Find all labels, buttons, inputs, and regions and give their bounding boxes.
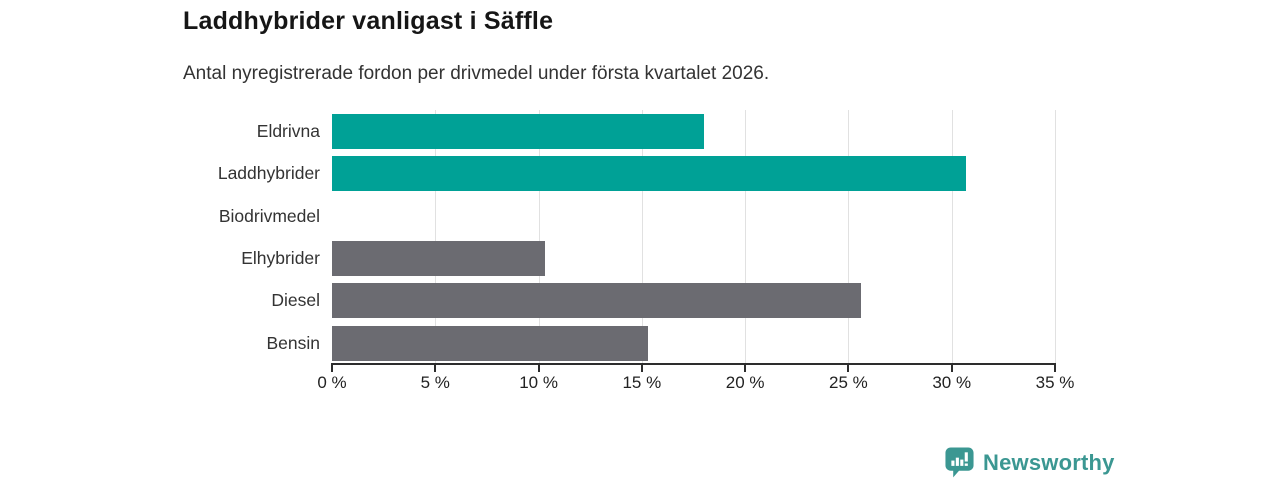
bar-laddhybrider (332, 156, 967, 192)
x-tick-label-10: 10 % (519, 373, 558, 392)
chart-title: Laddhybrider vanligast i Säffle (183, 7, 554, 35)
x-tick-5 (434, 363, 437, 372)
gridline-35 (1055, 110, 1056, 364)
x-tick-label-15: 15 % (622, 373, 662, 392)
x-tick-label-20: 20 % (725, 373, 765, 392)
gridline-20 (745, 110, 747, 364)
category-label-bensin: Bensin (266, 332, 320, 353)
gridline-5 (435, 110, 437, 364)
category-label-biodrivmedel: Biodrivmedel (218, 205, 320, 226)
x-tick-label-30: 30 % (932, 373, 972, 392)
x-tick-label-5: 5 % (420, 373, 450, 392)
newsworthy-logo: Newsworthy (944, 446, 1115, 479)
chart-header: Laddhybrider vanligast i Säffle Antal ny… (183, 0, 769, 86)
x-axis-line (332, 363, 1056, 365)
x-tick-25 (847, 363, 850, 372)
x-tick-0 (331, 363, 333, 372)
gridline-15 (641, 110, 643, 364)
chart-subtitle: Antal nyregistrerade fordon per drivmede… (183, 63, 770, 84)
newsworthy-wordmark: Newsworthy (983, 449, 1115, 475)
x-tick-30 (950, 363, 953, 372)
x-tick-15 (640, 363, 643, 372)
bar-bensin (332, 325, 649, 361)
category-label-diesel: Diesel (271, 290, 320, 311)
x-tick-35 (1054, 363, 1056, 372)
bar-elhybrider (332, 240, 545, 276)
category-label-laddhybrider: Laddhybrider (217, 163, 320, 184)
x-tick-label-25: 25 % (829, 373, 868, 392)
category-label-eldrivna: Eldrivna (256, 121, 320, 141)
gridline-25 (848, 110, 850, 364)
x-tick-20 (744, 363, 747, 372)
category-label-elhybrider: Elhybrider (241, 247, 320, 268)
bar-eldrivna (332, 114, 704, 149)
x-tick-label-0: 0 % (317, 373, 347, 392)
x-tick-label-35: 35 % (1035, 373, 1075, 392)
x-tick-10 (537, 363, 540, 372)
bar-chart-speech-bubble-icon (945, 447, 974, 478)
bar-diesel (332, 283, 861, 319)
gridline-10 (538, 110, 540, 364)
gridline-30 (951, 110, 953, 364)
